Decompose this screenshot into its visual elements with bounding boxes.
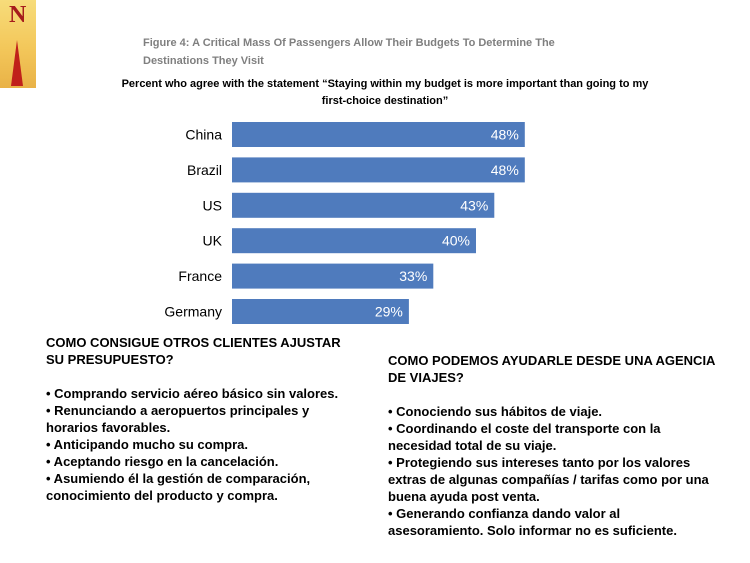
bar (232, 122, 525, 147)
bar-value-label: 29% (375, 304, 403, 320)
left-section: COMO CONSIGUE OTROS CLIENTES AJUSTAR SU … (46, 334, 356, 504)
bar (232, 263, 434, 289)
right-section: COMO PODEMOS AYUDARLE DESDE UNA AGENCIA … (388, 352, 718, 539)
bar-value-label: 48% (491, 162, 519, 178)
list-item: • Anticipando mucho su compra. (46, 437, 248, 452)
logo-letter: N (9, 2, 27, 28)
bar-value-label: 40% (442, 233, 470, 249)
logo: N (0, 0, 36, 88)
category-label: US (203, 197, 222, 213)
bar (232, 157, 525, 183)
list-item: • Aceptando riesgo en la cancelación. (46, 454, 279, 469)
left-section-list: • Comprando servicio aéreo básico sin va… (46, 385, 356, 504)
logo-flame-icon (11, 40, 23, 86)
category-label: China (185, 127, 222, 143)
bar (232, 228, 476, 254)
category-label: Brazil (187, 162, 222, 178)
figure-title: Figure 4: A Critical Mass Of Passengers … (143, 37, 555, 67)
bar-value-label: 43% (460, 197, 488, 213)
bar-value-label: 48% (491, 127, 519, 143)
right-section-heading: COMO PODEMOS AYUDARLE DESDE UNA AGENCIA … (388, 353, 715, 385)
list-item: • Asumiendo él la gestión de comparación… (46, 471, 311, 503)
category-label: UK (203, 233, 223, 249)
left-section-heading: COMO CONSIGUE OTROS CLIENTES AJUSTAR SU … (46, 335, 341, 367)
bar-chart: China 48% Brazil 48% US 43% UK 40% France 33% Germ… (164, 122, 525, 324)
bar (232, 192, 495, 218)
category-label: Germany (164, 304, 222, 320)
chart-subtitle: Percent who agree with the statement “St… (121, 78, 649, 107)
list-item: • Comprando servicio aéreo básico sin va… (46, 386, 339, 401)
list-item: • Conociendo sus hábitos de viaje. (388, 404, 603, 419)
list-item: • Renunciando a aeropuertos principales … (46, 403, 310, 435)
list-item: • Coordinando el coste del transporte co… (388, 421, 661, 453)
list-item: • Generando confianza dando valor al ase… (388, 506, 677, 538)
bar (232, 299, 409, 324)
category-label: France (178, 268, 222, 284)
list-item: • Protegiendo sus intereses tanto por lo… (388, 455, 709, 504)
bar-value-label: 33% (399, 268, 427, 284)
right-section-list: • Conociendo sus hábitos de viaje. • Coo… (388, 403, 718, 539)
